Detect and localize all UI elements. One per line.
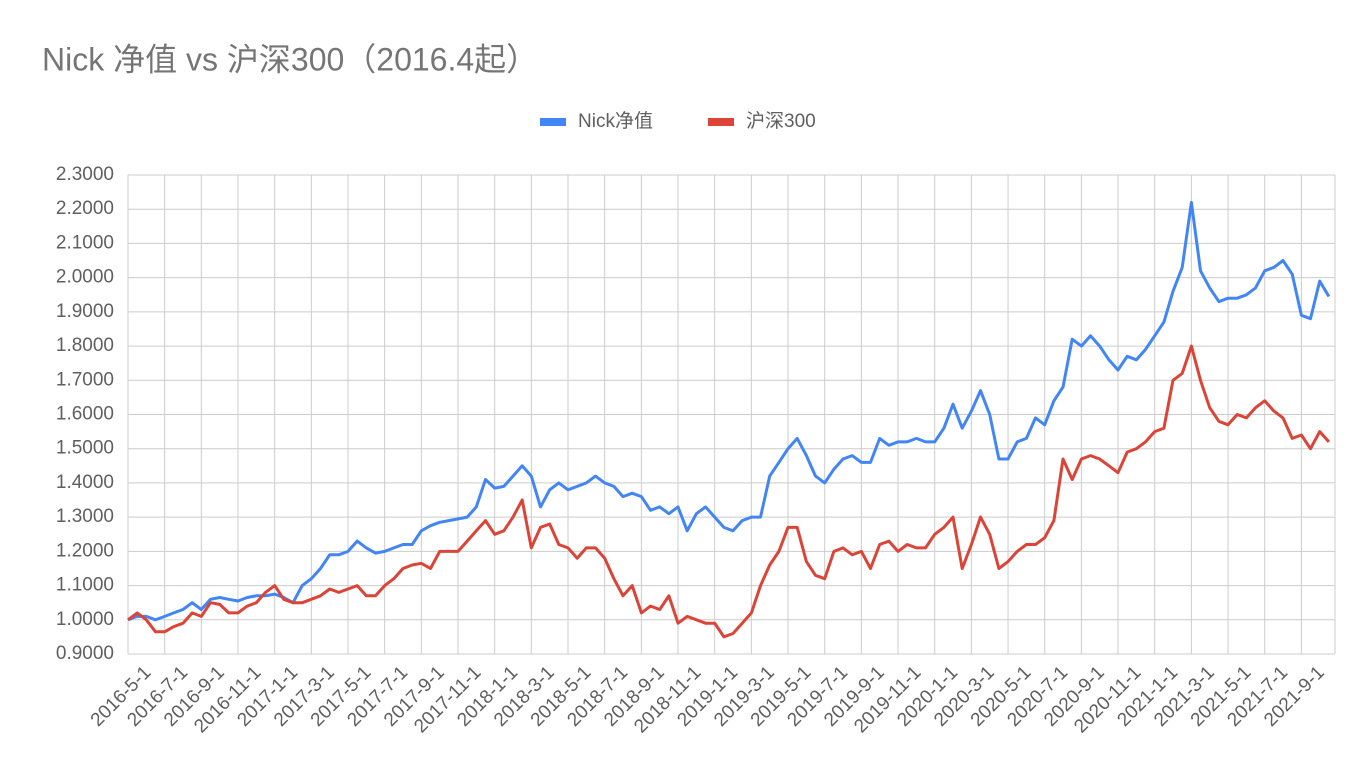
y-tick-label: 1.9000 [56,301,114,322]
series-line [127,344,1331,639]
y-tick-label: 1.6000 [56,404,114,425]
legend-swatch [540,118,566,126]
legend-label: 沪深300 [746,110,816,132]
y-tick-label: 1.5000 [56,438,114,459]
y-tick-label: 2.2000 [56,198,114,219]
y-tick-label: 1.8000 [56,335,114,356]
legend-label: Nick净值 [578,110,653,132]
y-tick-label: 1.2000 [56,540,114,561]
y-tick-label: 2.1000 [56,232,114,253]
y-tick-label: 1.7000 [56,369,114,390]
series-line [127,200,1331,622]
y-tick-label: 1.1000 [56,575,114,596]
y-tick-label: 2.3000 [56,164,114,185]
y-tick-label: 1.4000 [56,472,114,493]
y-tick-label: 0.9000 [56,643,114,664]
chart-title: Nick 净值 vs 沪深300（2016.4起） [42,41,538,77]
y-tick-label: 1.3000 [56,506,114,527]
y-tick-label: 1.0000 [56,609,114,630]
legend-swatch [708,118,734,126]
y-tick-label: 2.0000 [56,267,114,288]
